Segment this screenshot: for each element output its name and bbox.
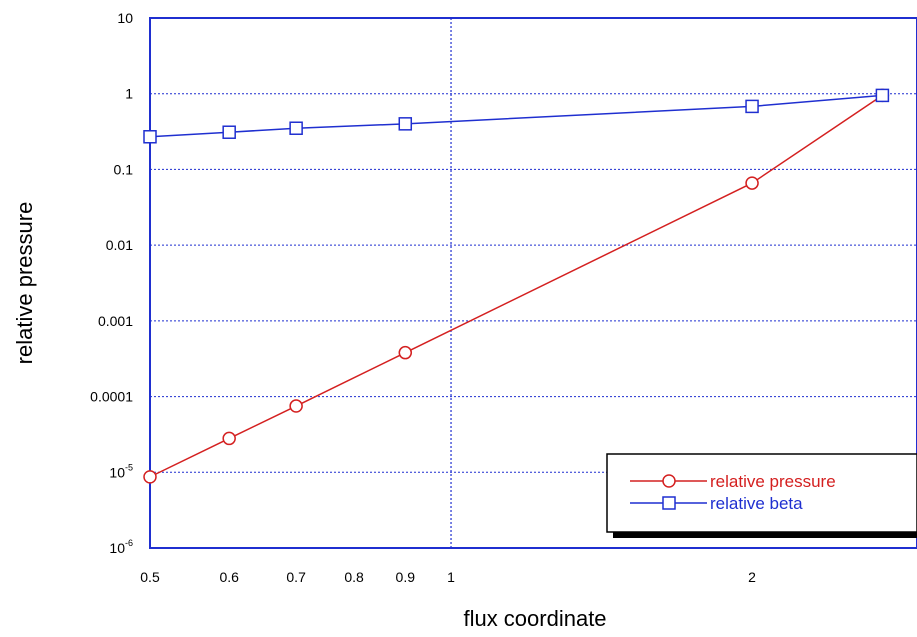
y-tick-label: 1 (125, 86, 133, 102)
x-axis-title: flux coordinate (463, 606, 606, 631)
x-tick-label: 2 (748, 569, 756, 585)
series-line-relative-beta (149, 94, 883, 138)
data-point-square (143, 130, 157, 144)
data-point-circle (289, 399, 303, 413)
series-layer (143, 88, 890, 484)
data-point-square (745, 99, 759, 114)
legend: relative pressure relative beta (606, 453, 917, 538)
x-tick-label: 0.7 (286, 569, 306, 585)
legend-label: relative beta (710, 494, 803, 513)
legend-marker-circle (662, 474, 676, 488)
x-tick-label: 1 (447, 569, 455, 585)
data-point-circle (222, 431, 236, 446)
data-point-square (398, 117, 413, 131)
data-point-circle (745, 176, 759, 190)
legend-marker-square (662, 496, 676, 510)
x-tick-label: 0.6 (219, 569, 239, 585)
data-point-square (222, 125, 236, 139)
y-tick-label: 0.001 (98, 313, 133, 329)
y-tick-label: 0.01 (106, 237, 133, 253)
legend-label: relative pressure (710, 472, 836, 491)
series-line-relative-pressure (149, 94, 883, 478)
y-tick-label: 10 (117, 10, 133, 26)
y-tick-label: 0.0001 (90, 389, 133, 405)
y-tick-labels: 10 1 0.1 0.01 0.001 0.0001 10-5 10-6 (90, 10, 133, 556)
plot-frame (149, 17, 917, 549)
y-tick-label: 0.1 (114, 161, 134, 177)
x-tick-labels: 0.5 0.6 0.7 0.8 0.9 1 2 (140, 569, 756, 585)
data-point-square (875, 88, 890, 103)
y-tick-label: 10-6 (109, 538, 133, 556)
x-tick-label: 0.9 (396, 569, 416, 585)
data-point-circle (398, 345, 413, 360)
y-tick-label: 10-5 (109, 462, 133, 480)
y-axis-title: relative pressure (12, 202, 37, 365)
data-point-circle (143, 470, 157, 484)
grid-layer (150, 18, 917, 548)
data-point-square (289, 121, 303, 135)
legend-box (606, 453, 917, 533)
x-tick-label: 0.5 (140, 569, 160, 585)
x-tick-label: 0.8 (344, 569, 364, 585)
